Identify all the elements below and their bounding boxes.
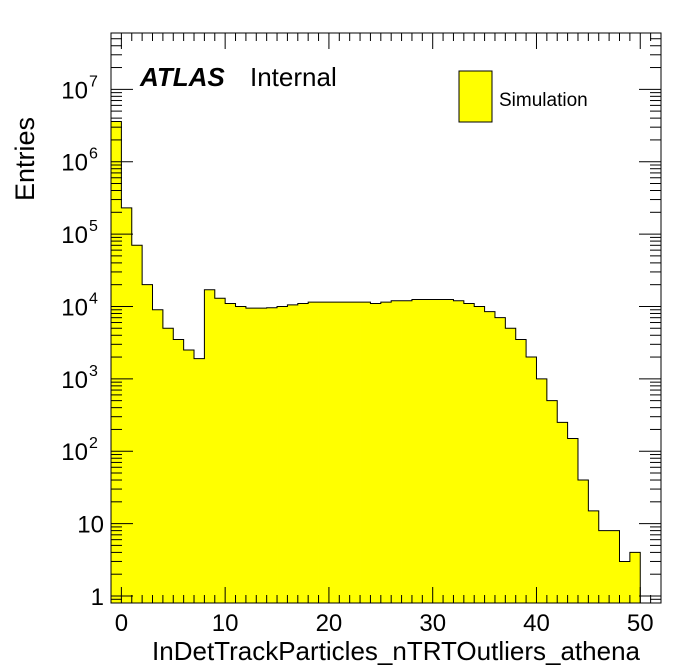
bar-bin-26 — [380, 302, 392, 603]
bar-bin-13 — [245, 308, 257, 603]
internal-label: Internal — [250, 62, 337, 92]
bar-bin-44 — [567, 438, 579, 603]
x-tick-label: 30 — [419, 610, 446, 637]
x-tick-label: 40 — [523, 610, 550, 637]
bar-bin-25 — [370, 303, 382, 603]
bar-bin-43 — [557, 422, 569, 603]
bar-bin-46 — [588, 510, 600, 603]
y-tick-label-exponent: 6 — [89, 146, 98, 163]
x-tick-label: 20 — [316, 610, 343, 637]
y-tick-label-exponent: 3 — [89, 363, 98, 380]
bar-bin-24 — [360, 302, 371, 603]
bar-bin-40 — [526, 357, 537, 603]
y-tick-label-exponent: 2 — [89, 435, 98, 452]
legend: Simulation — [458, 70, 588, 123]
x-tick-label: 0 — [115, 610, 128, 637]
y-tick-label: 10 — [61, 294, 88, 321]
y-tick-label: 10 — [61, 367, 88, 394]
bar-bin-8 — [194, 358, 205, 603]
bar-bin-9 — [204, 289, 216, 603]
x-axis-tick-labels: 0 10 20 30 40 50 — [115, 610, 654, 637]
x-tick-label: 50 — [627, 610, 654, 637]
bar-bin-3 — [142, 284, 153, 603]
bar-bin-36 — [484, 311, 496, 603]
y-tick-label: 1 — [91, 584, 104, 611]
bar-bin-11 — [225, 303, 236, 603]
legend-swatch-simulation — [458, 70, 493, 123]
bar-bin-16 — [277, 306, 288, 603]
bar-bin-0 — [111, 121, 122, 603]
bar-bin-15 — [266, 307, 278, 603]
bar-bin-41 — [536, 378, 548, 603]
bar-bin-18 — [297, 303, 309, 603]
bar-bin-27 — [391, 300, 402, 603]
y-tick-label-exponent: 7 — [89, 73, 98, 90]
bar-bin-50 — [629, 552, 641, 603]
bar-bin-39 — [515, 339, 527, 603]
bar-bin-37 — [494, 317, 506, 603]
bar-bin-20 — [318, 302, 330, 603]
y-tick-label: 10 — [61, 77, 88, 104]
bar-bin-31 — [432, 299, 444, 603]
bar-bin-7 — [183, 350, 195, 603]
bar-bin-32 — [443, 299, 454, 603]
histogram-bars — [111, 121, 641, 603]
bar-bin-42 — [546, 400, 558, 603]
bar-bin-6 — [173, 339, 185, 603]
bar-bin-45 — [577, 480, 589, 603]
y-tick-label-exponent: 4 — [89, 290, 98, 307]
bar-bin-21 — [328, 302, 340, 603]
bar-bin-22 — [339, 302, 351, 603]
bar-bin-28 — [401, 300, 413, 603]
y-tick-label: 10 — [61, 222, 88, 249]
bar-bin-29 — [411, 299, 423, 603]
bar-bin-34 — [463, 303, 475, 603]
x-axis-label: InDetTrackParticles_nTRTOutliers_athena — [152, 636, 640, 666]
bar-bin-49 — [619, 561, 631, 603]
bar-bin-10 — [214, 298, 226, 603]
bar-bin-12 — [235, 306, 247, 603]
bar-bin-19 — [308, 302, 319, 603]
y-axis-ticks — [111, 32, 661, 604]
bar-bin-35 — [474, 306, 485, 603]
bar-bin-14 — [256, 308, 268, 603]
bar-bin-38 — [505, 328, 517, 603]
y-tick-label: 10 — [61, 150, 88, 177]
bar-bin-30 — [422, 299, 434, 603]
bar-bin-4 — [152, 309, 164, 603]
bar-bin-23 — [349, 302, 361, 603]
y-tick-label-exponent: 5 — [89, 218, 98, 235]
bar-bin-47 — [598, 530, 610, 603]
bar-bin-17 — [287, 304, 299, 603]
bar-bin-33 — [453, 300, 465, 603]
bar-bin-5 — [162, 328, 174, 603]
y-tick-label: 10 — [77, 512, 104, 539]
y-tick-label: 10 — [61, 439, 88, 466]
bar-bin-2 — [131, 245, 143, 603]
atlas-label: ATLAS — [139, 62, 225, 92]
bar-bin-48 — [609, 530, 620, 603]
x-tick-label: 10 — [212, 610, 239, 637]
histogram-outline — [110, 120, 651, 604]
legend-label-simulation: Simulation — [499, 90, 588, 111]
bar-bin-1 — [121, 207, 133, 603]
y-axis-label: Entries — [10, 117, 40, 201]
